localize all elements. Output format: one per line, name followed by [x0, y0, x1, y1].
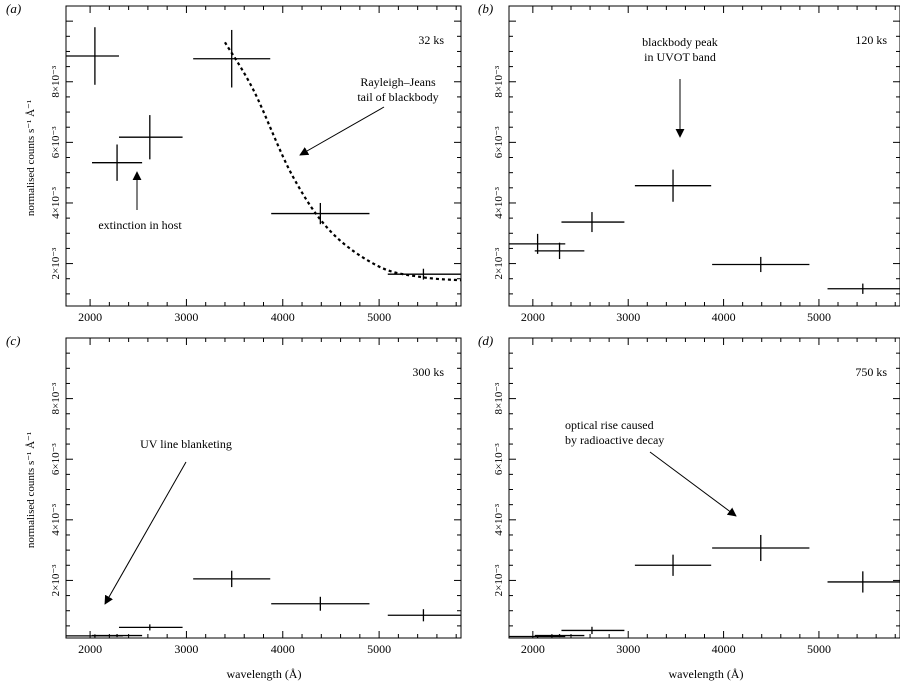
y-tick-label: 8×10⁻³ [493, 65, 505, 98]
y-tick-label: 4×10⁻³ [493, 186, 505, 219]
panel-b: (b) 120 ks blackbody peak in UVOT band 2… [478, 1, 900, 324]
x-tick-label: 3000 [174, 310, 198, 324]
x-tick-label: 5000 [367, 310, 391, 324]
annotation-line: Rayleigh–Jeans [360, 75, 436, 89]
x-axis-label: wavelength (Å) [669, 667, 744, 681]
y-tick-label: 2×10⁻³ [493, 564, 505, 597]
annotation-rayleigh-jeans: Rayleigh–Jeans tail of blackbody [299, 75, 439, 156]
x-tick-label: 4000 [271, 310, 295, 324]
annotation-uv-line-blanketing: UV line blanketing [104, 437, 232, 605]
plot-frame [65, 337, 462, 639]
x-axis-label: wavelength (Å) [227, 667, 302, 681]
annotation-blackbody-peak: blackbody peak in UVOT band [642, 35, 718, 138]
annotation-line: in UVOT band [644, 50, 716, 64]
y-axis-label: normalised counts s⁻¹ Å⁻¹ [25, 432, 37, 548]
x-tick-label: 2000 [521, 642, 545, 656]
plot-frame [65, 5, 462, 307]
annotation-line: optical rise caused [565, 418, 654, 432]
annotation-line: blackbody peak [642, 35, 718, 49]
time-label: 32 ks [418, 33, 444, 47]
y-tick-label: 6×10⁻³ [493, 126, 505, 159]
y-tick-label: 4×10⁻³ [50, 503, 62, 536]
x-tick-label: 3000 [616, 642, 640, 656]
y-axis-label: normalised counts s⁻¹ Å⁻¹ [25, 100, 37, 216]
panel-label: (d) [478, 333, 493, 348]
y-tick-label: 8×10⁻³ [50, 65, 62, 98]
x-tick-label: 4000 [712, 310, 736, 324]
annotation-arrow [104, 461, 187, 605]
x-tick-label: 5000 [367, 642, 391, 656]
panel-a: (a) 32 ks normalised counts s⁻¹ Å⁻¹ Rayl… [6, 1, 462, 324]
annotation-arrow [649, 451, 737, 517]
panel-label: (c) [6, 333, 20, 348]
annotation-extinction-in-host: extinction in host [98, 171, 182, 232]
x-tick-label: 3000 [174, 642, 198, 656]
plot-frame [508, 337, 900, 639]
panel-d: (d) 750 ks wavelength (Å) optical rise c… [478, 333, 900, 681]
y-tick-label: 4×10⁻³ [493, 503, 505, 536]
panel-label: (b) [478, 1, 493, 16]
x-tick-label: 5000 [807, 310, 831, 324]
annotation-line: extinction in host [98, 218, 182, 232]
time-label: 120 ks [855, 33, 887, 47]
y-tick-label: 4×10⁻³ [50, 186, 62, 219]
panel-c: (c) 300 ks normalised counts s⁻¹ Å⁻¹ wav… [6, 333, 462, 681]
x-tick-label: 2000 [521, 310, 545, 324]
y-tick-label: 6×10⁻³ [493, 443, 505, 476]
blackbody-curve [224, 41, 462, 282]
annotation-line: UV line blanketing [140, 437, 232, 451]
y-tick-label: 6×10⁻³ [50, 126, 62, 159]
panel-label: (a) [6, 1, 21, 16]
y-tick-label: 2×10⁻³ [50, 247, 62, 280]
y-tick-label: 6×10⁻³ [50, 443, 62, 476]
annotation-line: tail of blackbody [357, 90, 438, 104]
y-tick-label: 8×10⁻³ [50, 382, 62, 415]
x-tick-label: 5000 [807, 642, 831, 656]
x-tick-label: 3000 [616, 310, 640, 324]
annotation-optical-rise: optical rise caused by radioactive decay [565, 418, 737, 517]
x-tick-label: 4000 [712, 642, 736, 656]
annotation-line: by radioactive decay [565, 433, 664, 447]
x-tick-label: 2000 [78, 310, 102, 324]
x-tick-label: 2000 [78, 642, 102, 656]
time-label: 750 ks [855, 365, 887, 379]
x-tick-label: 4000 [271, 642, 295, 656]
y-tick-label: 2×10⁻³ [50, 564, 62, 597]
time-label: 300 ks [412, 365, 444, 379]
y-tick-label: 8×10⁻³ [493, 382, 505, 415]
annotation-arrow [299, 106, 385, 156]
y-tick-label: 2×10⁻³ [493, 247, 505, 280]
